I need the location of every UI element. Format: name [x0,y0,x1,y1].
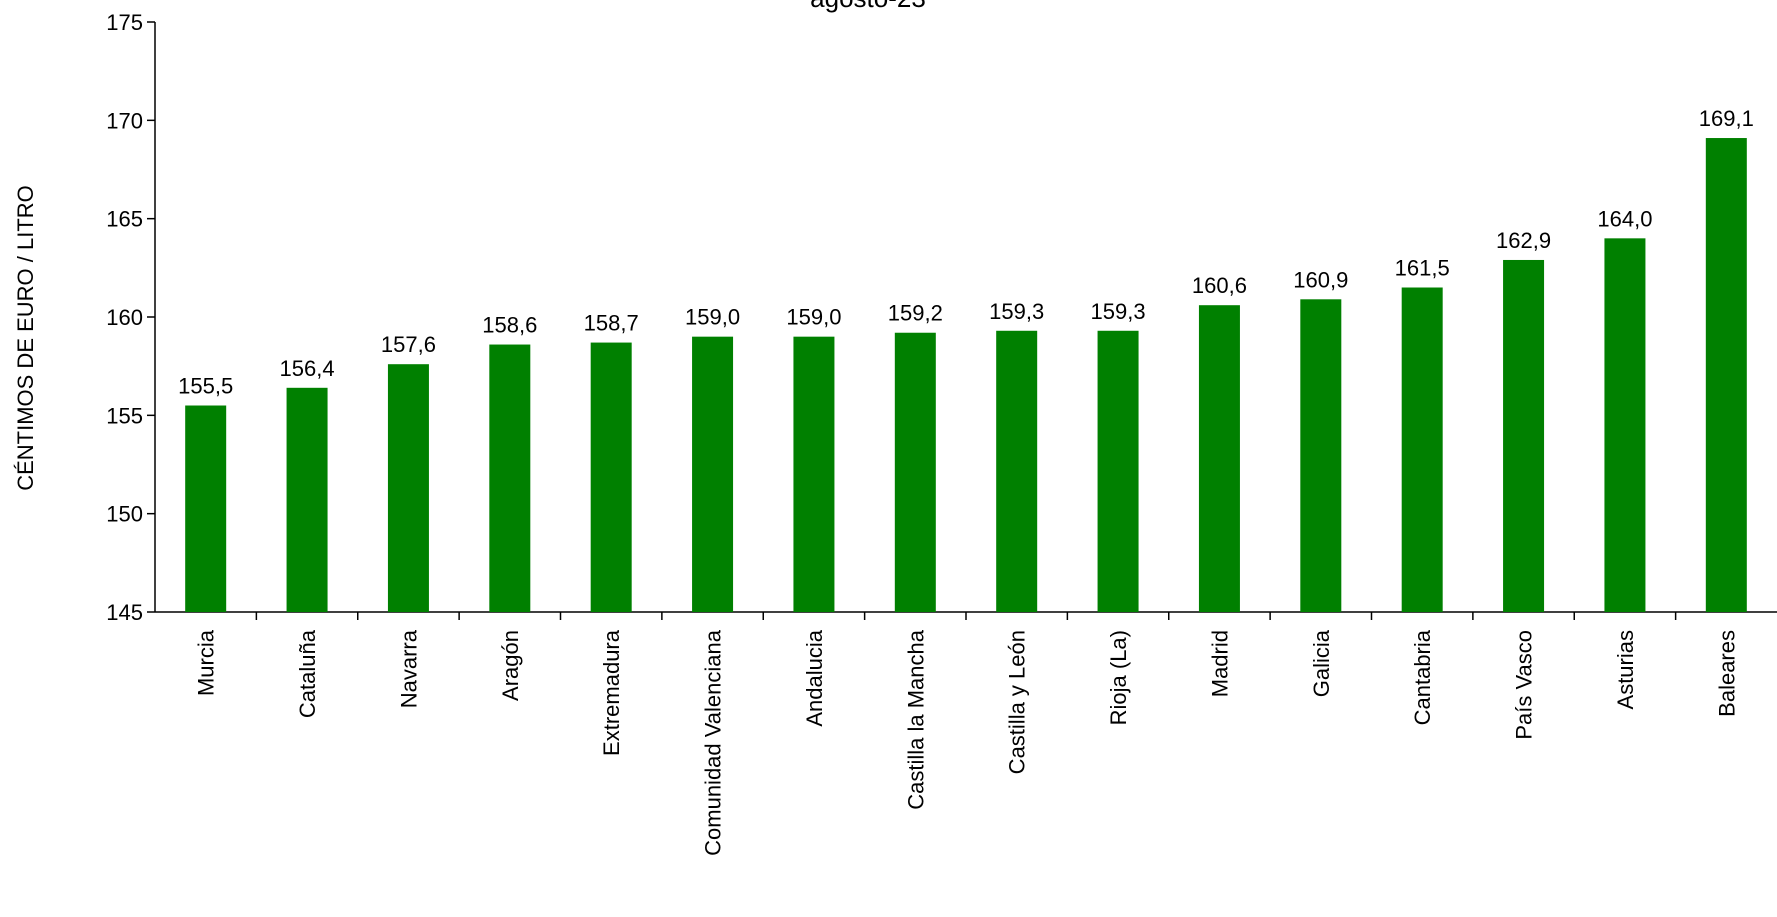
x-category-label: Navarra [396,629,421,708]
bar [286,387,328,612]
bar-value-label: 162,9 [1496,228,1551,253]
x-category-label: Baleares [1714,630,1739,717]
y-tick-label: 175 [106,10,143,35]
bar-value-label: 159,0 [685,305,740,330]
bar-value-label: 159,3 [989,299,1044,324]
bar [387,364,429,612]
bar [590,342,632,612]
x-category-label: Galicia [1309,629,1334,697]
y-tick-label: 170 [106,108,143,133]
bar [894,332,936,612]
x-category-label: Extremadura [599,629,624,756]
bar-value-label: 158,6 [482,313,537,338]
x-category-label: Aragón [498,630,523,701]
bar-value-label: 155,5 [178,374,233,399]
y-tick-label: 165 [106,207,143,232]
bar-value-label: 156,4 [280,356,335,381]
y-axis-label: CÉNTIMOS DE EURO / LITRO [13,185,38,491]
bar [793,336,835,612]
bar [996,330,1038,612]
x-category-label: País Vasco [1512,630,1537,740]
bar [1705,138,1747,613]
x-category-label: Murcia [194,629,219,696]
bar [1401,287,1443,612]
x-category-label: Comunidad Valenciana [701,629,726,856]
x-category-label: Cataluña [295,629,320,718]
bar-value-label: 158,7 [584,311,639,336]
bar-value-label: 159,0 [786,305,841,330]
bar-value-label: 159,2 [888,301,943,326]
bar [692,336,734,612]
bar-value-label: 164,0 [1597,206,1652,231]
x-category-label: Asturias [1613,630,1638,709]
bar-value-label: 160,6 [1192,273,1247,298]
y-tick-label: 145 [106,600,143,625]
bar-value-label: 157,6 [381,332,436,357]
bar-value-label: 169,1 [1699,106,1754,131]
bar-value-label: 160,9 [1293,267,1348,292]
bar-value-label: 161,5 [1395,256,1450,281]
bar [489,344,531,612]
chart-title: agosto-23 [810,0,926,13]
y-tick-label: 160 [106,305,143,330]
x-category-label: Andalucia [802,629,827,726]
bar [1503,259,1545,612]
bar [1198,305,1240,612]
bar [1300,299,1342,612]
bar-value-label: 159,3 [1091,299,1146,324]
x-category-label: Rioja (La) [1106,630,1131,725]
x-category-label: Castilla y León [1005,630,1030,774]
plot-area: 145 150 155 160 165 170 175 155,5 Murcia 156,4 Cat… [106,10,1777,856]
bar [185,405,227,612]
y-tick-label: 155 [106,403,143,428]
x-category-label: Cantabria [1410,629,1435,725]
bar [1097,330,1139,612]
x-category-label: Madrid [1207,630,1232,697]
y-tick-label: 150 [106,502,143,527]
bar [1604,238,1646,613]
x-category-label: Castilla la Mancha [903,629,928,810]
